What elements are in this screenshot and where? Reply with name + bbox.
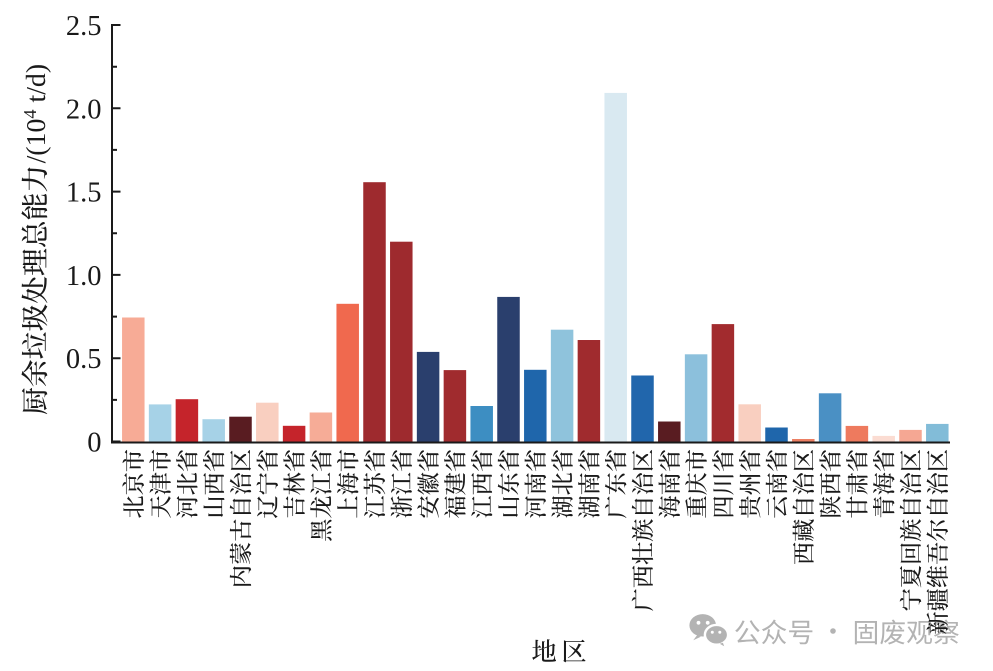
svg-text:0: 0 — [87, 428, 101, 459]
svg-text:1.5: 1.5 — [66, 178, 102, 209]
svg-text:0.5: 0.5 — [66, 344, 102, 375]
svg-text:2.0: 2.0 — [66, 94, 102, 125]
svg-text:2.5: 2.5 — [66, 11, 102, 42]
svg-text:1.0: 1.0 — [66, 261, 102, 292]
